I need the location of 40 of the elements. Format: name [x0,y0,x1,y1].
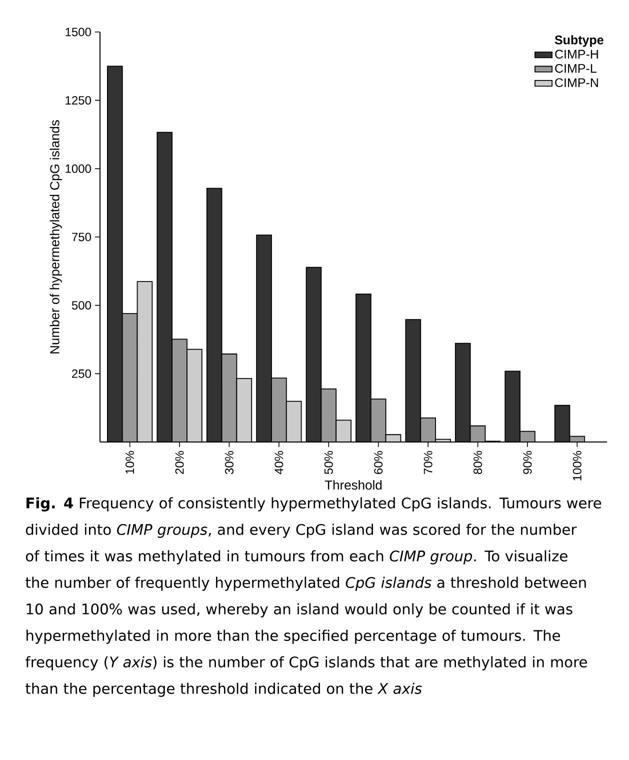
bar [256,235,272,442]
text: Fig. 4 Frequency of consistently hypermethylated CpG islands. Tumours were divided into CIMP groups, and every CpG island was scored for the number of times it was methylated in tumours from each CIMP group. To visualize the number of frequently hypermethylated CpG islands a threshold between 10 and 100% was used, whereby an island would only be counted if it was hypermethylated in more than the specified percentage of tumours. The frequency (Y axis) is the number of CpG islands that are methylated in more than the percentage threshold indicated on the X axis [26,497,602,697]
y-axis-title: Number of hypermethylated CpG islands [50,120,62,354]
x-tick-label: 80% [474,450,482,474]
bar [157,132,172,442]
y-tick-label: 1250 [66,96,91,105]
y-tick-label: 250 [72,369,91,378]
x-tick-label: 30% [224,450,234,474]
bar [172,339,187,442]
x-tick-label: 20% [175,450,184,474]
bar [356,294,371,442]
x-tick-label: 70% [424,450,432,474]
bar [321,388,336,442]
x-tick-label: 100% [572,450,582,480]
bar [222,354,237,442]
bar [455,343,470,442]
y-tick-label: 1500 [66,28,91,36]
x-axis-title: Threshold [324,480,382,490]
bar [306,267,322,442]
bar [107,66,122,442]
legend-label: CIMP-N [555,78,598,88]
bar [370,399,386,442]
y-tick-label: 1000 [66,164,91,173]
y-tick-label: 750 [72,232,91,242]
x-tick-label: 90% [523,450,532,474]
legend-label: CIMP-L [555,64,596,73]
x-tick-label: 10% [126,450,134,474]
legend-title: Subtype [554,35,604,47]
x-tick-label: 50% [324,450,333,474]
bar [420,418,436,442]
bar [122,314,138,442]
bar [554,404,570,442]
legend-label: CIMP-H [555,50,598,59]
y-tick-label: 500 [72,301,91,310]
bar [271,378,286,442]
x-tick-label: 60% [374,450,383,474]
x-tick-label: 40% [274,450,284,474]
bar [406,320,421,442]
bar [206,188,222,442]
bar [505,371,520,442]
